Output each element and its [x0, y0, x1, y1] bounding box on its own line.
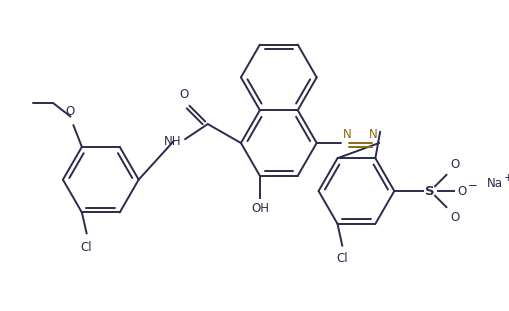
Text: O: O — [180, 88, 189, 101]
Text: Cl: Cl — [81, 241, 93, 254]
Text: O: O — [450, 158, 460, 171]
Text: O: O — [458, 184, 467, 197]
Text: −: − — [468, 179, 478, 192]
Text: S: S — [426, 184, 435, 197]
Text: Na: Na — [487, 177, 503, 190]
Text: Cl: Cl — [336, 252, 348, 265]
Text: O: O — [450, 211, 460, 224]
Text: O: O — [65, 105, 74, 118]
Text: +: + — [504, 173, 509, 183]
Text: NH: NH — [164, 135, 181, 148]
Text: N: N — [343, 128, 351, 141]
Text: OH: OH — [252, 202, 270, 215]
Text: N: N — [369, 128, 378, 141]
